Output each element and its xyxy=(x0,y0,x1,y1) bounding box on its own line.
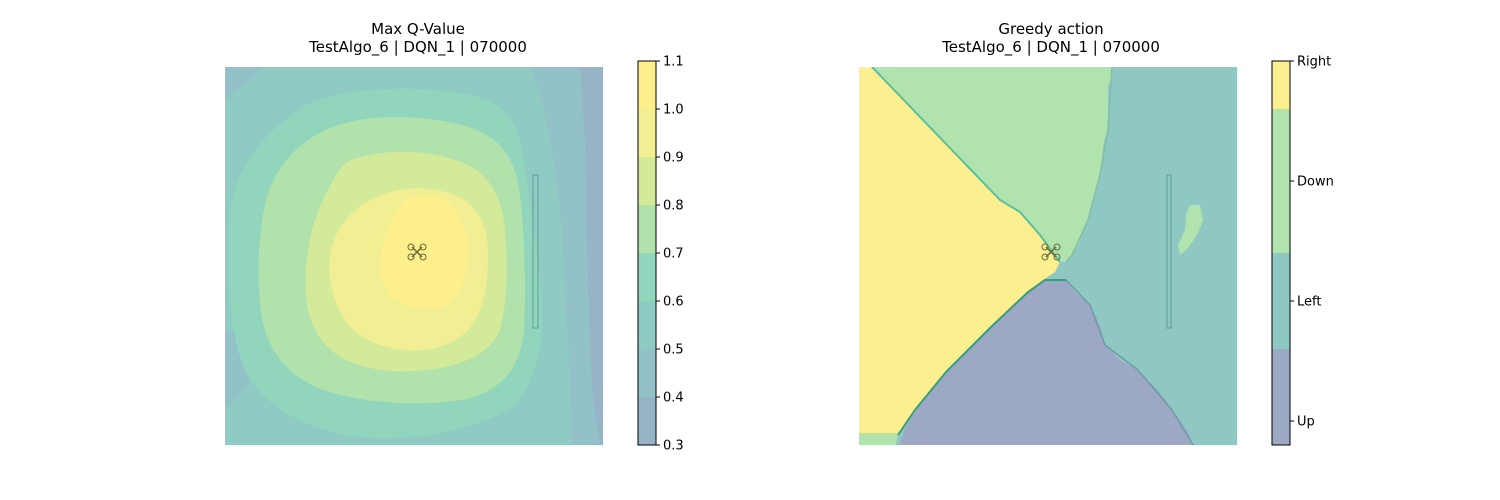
qvalue-colorbar-tick-0.3: 0.3 xyxy=(663,439,684,454)
greedy-colorbar: Up Left Down Right xyxy=(1271,55,1334,446)
qvalue-colorbar-tick-0.6: 0.6 xyxy=(663,295,684,310)
greedy-colorbar-seg-right xyxy=(1272,61,1290,109)
qvalue-colorbar-seg-1.0 xyxy=(638,61,656,109)
region-down-island xyxy=(1178,205,1203,255)
qvalue-wall-marker xyxy=(532,174,539,329)
qvalue-colorbar-seg-0.5 xyxy=(638,301,656,349)
region-down-corner xyxy=(859,433,898,445)
region-right xyxy=(859,67,1060,435)
qvalue-colorbar-seg-0.4 xyxy=(638,349,656,397)
boundary-up-left xyxy=(1065,279,1194,445)
greedy-chart-title: Greedy action xyxy=(998,20,1103,38)
greedy-drone-icon xyxy=(1041,243,1061,261)
qvalue-chart: Max Q-Value TestAlgo_6 | DQN_1 | 070000 xyxy=(225,20,684,454)
qvalue-chart-title: Max Q-Value xyxy=(371,20,465,38)
qvalue-colorbar-seg-0.6 xyxy=(638,253,656,301)
greedy-colorbar-seg-down xyxy=(1272,109,1290,253)
greedy-colorbar-tick-up: Up xyxy=(1297,415,1315,430)
qvalue-colorbar-tick-1.1: 1.1 xyxy=(663,55,684,70)
greedy-action-map xyxy=(859,67,1237,445)
qvalue-colorbar-tick-0.5: 0.5 xyxy=(663,343,684,358)
qvalue-colorbar-seg-0.3 xyxy=(638,397,656,445)
qvalue-chart-subtitle: TestAlgo_6 | DQN_1 | 070000 xyxy=(308,38,527,57)
qvalue-colorbar-tick-0.8: 0.8 xyxy=(663,199,684,214)
qvalue-colorbar-tick-1.0: 1.0 xyxy=(663,103,684,118)
greedy-colorbar-tick-left: Left xyxy=(1297,295,1321,310)
qvalue-colorbar-tick-0.9: 0.9 xyxy=(663,151,684,166)
greedy-colorbar-tick-right: Right xyxy=(1297,55,1331,70)
greedy-colorbar-frame xyxy=(1271,60,1291,446)
qvalue-colorbar-seg-0.9 xyxy=(638,109,656,157)
qvalue-band-1.0 xyxy=(380,195,468,310)
greedy-colorbar-seg-left xyxy=(1272,253,1290,349)
qvalue-colorbar-tick-0.4: 0.4 xyxy=(663,391,684,406)
qvalue-drone-icon xyxy=(407,243,427,261)
region-up xyxy=(900,280,1193,445)
qvalue-colorbar-ticks: 0.3 0.4 0.5 0.6 0.7 0.8 0.9 1.0 1.1 xyxy=(656,55,684,454)
qvalue-colorbar-seg-0.8 xyxy=(638,157,656,205)
qvalue-colorbar-tick-0.7: 0.7 xyxy=(663,247,684,262)
greedy-chart-subtitle: TestAlgo_6 | DQN_1 | 070000 xyxy=(941,38,1160,57)
greedy-colorbar-tick-down: Down xyxy=(1297,175,1334,190)
region-down-top xyxy=(872,67,1112,262)
boundary-right-up xyxy=(897,279,1066,436)
boundary-down-left xyxy=(1065,67,1113,263)
qvalue-colorbar-seg-0.7 xyxy=(638,205,656,253)
greedy-colorbar-seg-up xyxy=(1272,349,1290,445)
greedy-colorbar-ticks: Up Left Down Right xyxy=(1290,55,1334,430)
greedy-action-chart: Greedy action TestAlgo_6 | DQN_1 | 07000… xyxy=(859,20,1334,446)
greedy-wall-marker xyxy=(1166,174,1172,329)
qvalue-colorbar: 0.3 0.4 0.5 0.6 0.7 0.8 0.9 1.0 1.1 xyxy=(637,55,684,454)
